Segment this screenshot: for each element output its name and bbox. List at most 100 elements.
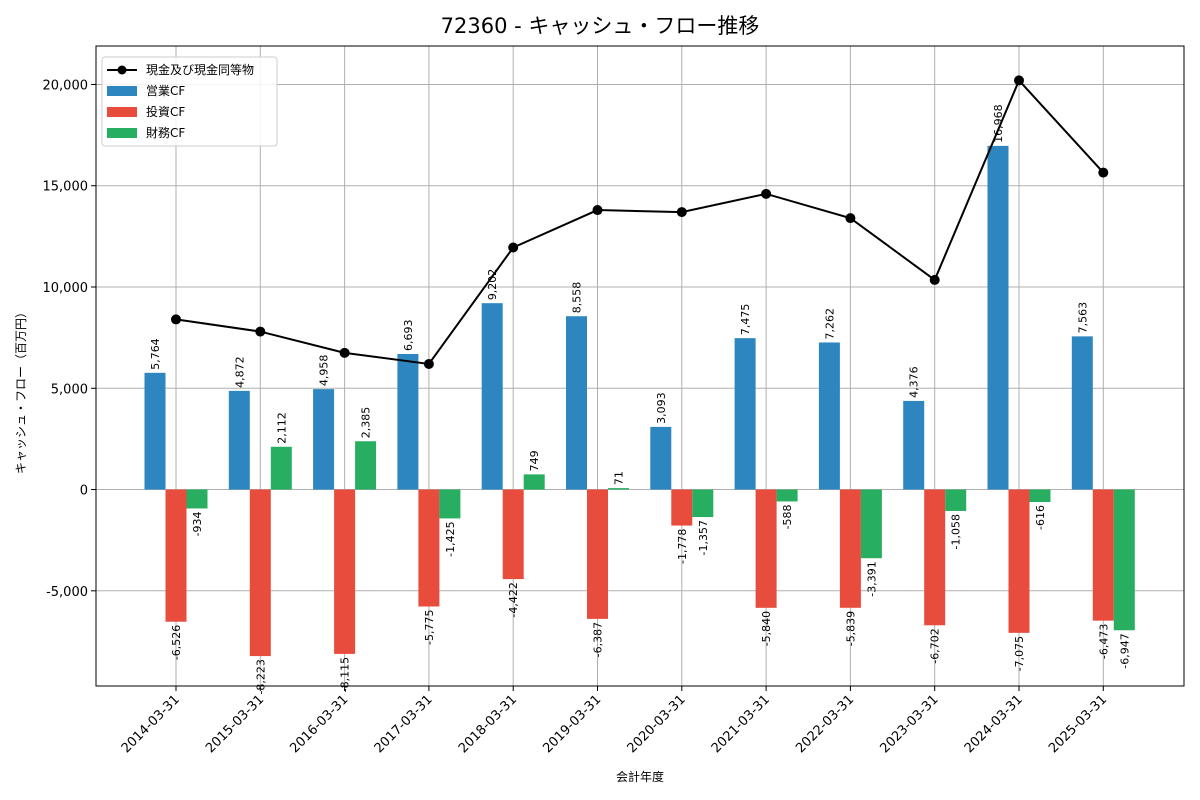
cash-line xyxy=(175,78,1105,366)
bar xyxy=(608,488,629,490)
bar-value-label: -4,422 xyxy=(507,582,520,617)
legend-bar-swatch xyxy=(107,86,137,96)
bar xyxy=(228,390,250,490)
bar xyxy=(671,489,693,526)
bar-value-label: -5,839 xyxy=(844,611,857,646)
bar xyxy=(165,489,187,622)
bar xyxy=(1029,489,1051,503)
bar-value-label: 8,558 xyxy=(571,282,584,314)
bar-value-label: 749 xyxy=(528,450,541,471)
cash-point xyxy=(761,188,772,199)
bar xyxy=(734,338,756,490)
y-tick-label: -5,000 xyxy=(46,585,88,600)
bar xyxy=(334,489,356,654)
bars-group xyxy=(144,145,1135,657)
bar-value-label: -6,387 xyxy=(592,622,605,657)
bar-labels-group: 5,764 4,872 4,958 6,693 9,202 8,558 3,093 7,475… xyxy=(149,104,1131,694)
bar xyxy=(186,489,208,509)
cash-point xyxy=(1098,167,1109,178)
bar xyxy=(945,489,967,511)
y-tick-label: 20,000 xyxy=(43,78,89,93)
cash-point xyxy=(171,314,181,325)
y-tick-label: 0 xyxy=(80,484,88,499)
x-tick-label: 2021-03-31 xyxy=(709,692,773,756)
bar xyxy=(692,489,714,518)
bar-value-label: -6,947 xyxy=(1118,633,1131,668)
x-tick-label: 2024-03-31 xyxy=(962,692,1026,756)
bar xyxy=(270,446,292,490)
bar-value-label: -1,357 xyxy=(697,520,710,555)
bar-value-label: -1,778 xyxy=(676,529,689,564)
bar xyxy=(502,489,524,580)
bar-value-label: 2,112 xyxy=(275,412,288,444)
bar xyxy=(1008,489,1030,633)
bar xyxy=(397,353,419,490)
bar xyxy=(650,426,672,490)
bar xyxy=(755,489,777,608)
bar xyxy=(249,489,271,657)
cash-point xyxy=(1014,75,1024,86)
bar xyxy=(1092,489,1114,621)
bar xyxy=(1113,489,1135,631)
bar xyxy=(523,474,545,490)
x-tick-label: 2019-03-31 xyxy=(540,692,604,756)
y-tick-label: 15,000 xyxy=(43,180,89,195)
legend-label: 現金及び現金同等物 xyxy=(146,62,254,77)
bar-value-label: -616 xyxy=(1034,505,1047,530)
bar xyxy=(587,489,608,619)
bar-value-label: -1,058 xyxy=(950,514,963,549)
bar xyxy=(924,489,946,626)
bar xyxy=(987,145,1009,490)
x-tick-label: 2020-03-31 xyxy=(625,692,689,756)
bar xyxy=(566,316,587,490)
plot-frame xyxy=(95,45,1185,687)
bar-value-label: -1,425 xyxy=(444,521,457,556)
legend-label: 営業CF xyxy=(146,84,185,98)
cash-point xyxy=(676,207,687,218)
bar xyxy=(439,489,461,519)
legend-label: 財務CF xyxy=(146,125,185,140)
bar-value-label: 7,475 xyxy=(739,304,752,336)
bar xyxy=(1071,336,1093,490)
legend-box xyxy=(101,56,278,147)
x-tick-label: 2023-03-31 xyxy=(877,692,941,756)
bar xyxy=(355,441,377,490)
bar-value-label: -934 xyxy=(191,511,204,536)
bar xyxy=(818,342,840,490)
legend-bar-swatch xyxy=(107,128,137,138)
bar xyxy=(860,489,882,559)
bar-value-label: -7,075 xyxy=(1013,636,1026,671)
bar-value-label: 7,563 xyxy=(1076,302,1089,334)
legend-marker xyxy=(117,65,127,75)
x-tick-label: 2016-03-31 xyxy=(287,692,351,756)
cash-point xyxy=(592,205,603,216)
legend-bar-swatch xyxy=(107,107,137,117)
bar-value-label: 4,872 xyxy=(233,356,246,387)
cash-point xyxy=(423,358,434,369)
cash-point xyxy=(255,326,266,337)
bar-value-label: 16,968 xyxy=(992,104,1005,143)
bar xyxy=(481,303,503,490)
bar-value-label: 2,385 xyxy=(360,407,373,439)
bar-value-label: -8,115 xyxy=(339,657,352,692)
bar-value-label: 4,376 xyxy=(908,366,921,398)
y-tick-label: 10,000 xyxy=(43,281,89,296)
bar xyxy=(776,489,798,502)
bar xyxy=(903,400,925,490)
bar-value-label: -6,702 xyxy=(929,628,942,663)
x-tick-label: 2018-03-31 xyxy=(456,692,520,756)
legend-label: 投資CF xyxy=(146,104,185,119)
cash-point xyxy=(508,242,519,253)
y-axis-label: キャッシュ・フロー（百万円） xyxy=(14,306,28,474)
x-axis-label: 会計年度 xyxy=(616,769,664,784)
x-tick-label: 2022-03-31 xyxy=(793,692,857,756)
x-tick-label: 2017-03-31 xyxy=(372,692,436,756)
cash-point xyxy=(339,347,350,358)
bar xyxy=(418,489,440,607)
cash-line-group xyxy=(171,75,1109,369)
x-tick-label: 2025-03-31 xyxy=(1046,692,1110,756)
x-tick-label: 2014-03-31 xyxy=(119,692,183,756)
bar-value-label: 5,764 xyxy=(149,338,162,370)
